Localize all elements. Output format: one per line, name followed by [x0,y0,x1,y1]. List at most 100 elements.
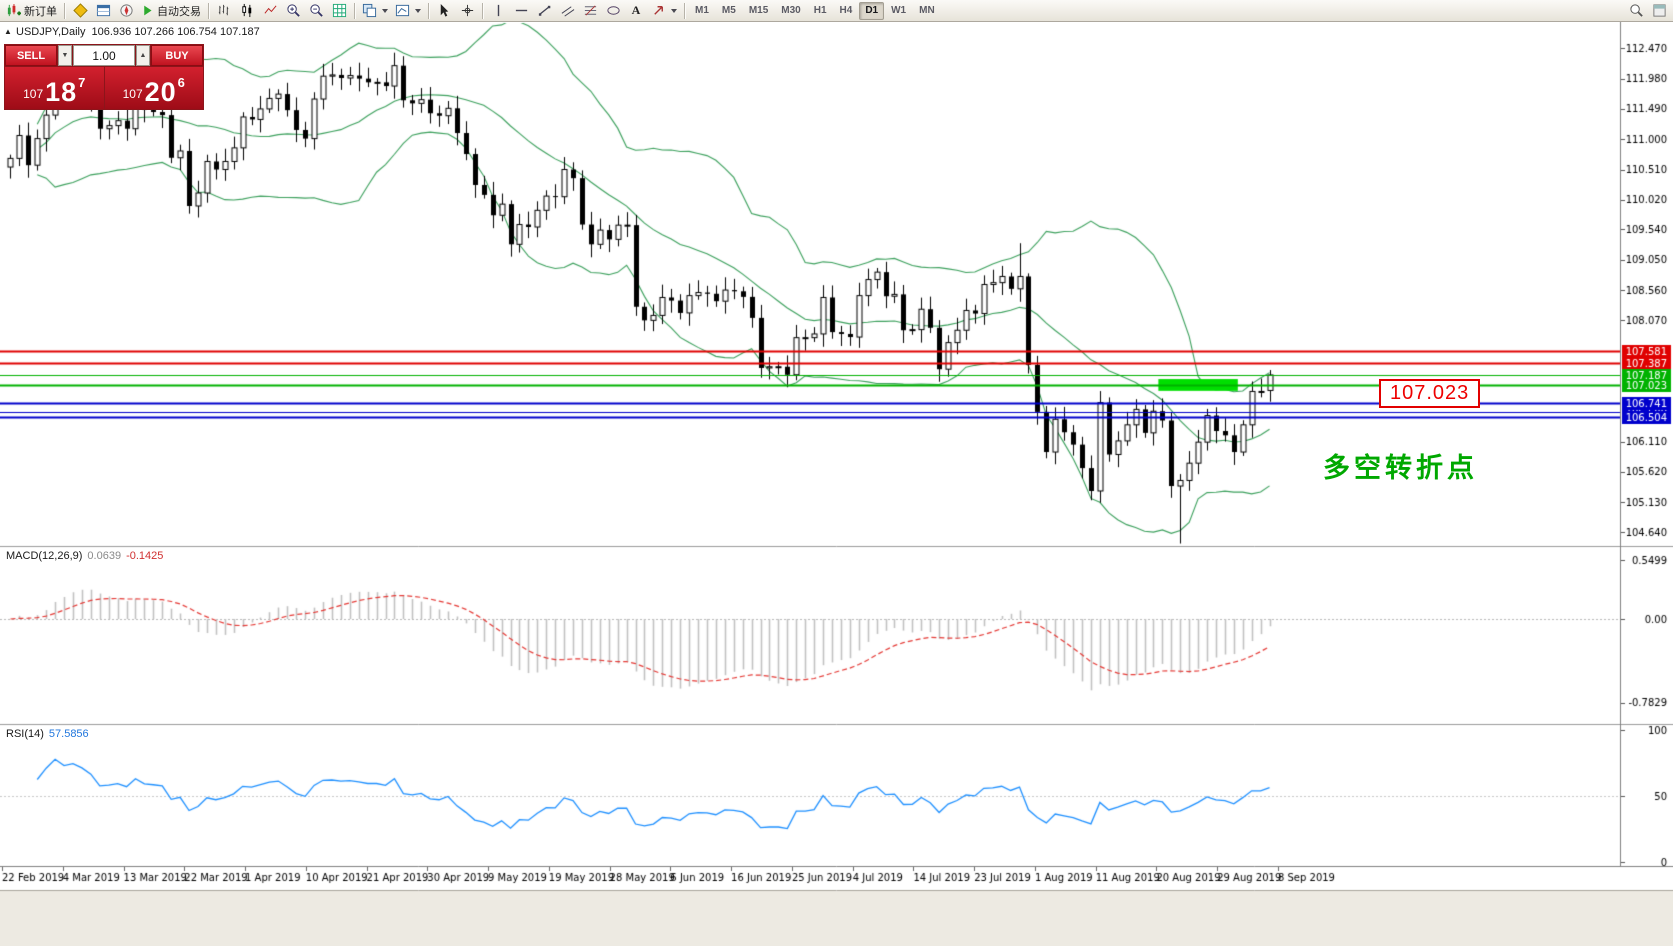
cursor-button[interactable] [433,1,455,21]
auto-trading-icon [144,5,152,16]
bar-chart-icon [218,4,228,16]
ask-price[interactable]: 107 20 6 [104,67,203,109]
candlestick-chart-icon [241,3,251,18]
zoom-in-button[interactable] [282,1,304,21]
toolbar-right-group [1625,1,1670,21]
auto-trading-label: 自动交易 [157,5,201,18]
equidistant-channel-icon [561,6,574,17]
macd-name: MACD(12,26,9) [6,550,83,562]
dropdown-caret-icon [415,8,421,13]
tile-windows-icon [362,3,377,18]
toolbar-separator [684,2,685,19]
new-order-icon [7,3,21,17]
ask-big-digits: 20 [144,77,177,107]
docking-button[interactable] [1648,1,1670,21]
rsi-value: 57.5856 [48,728,89,740]
shapes-button[interactable] [602,1,624,21]
market-watch-icon [72,3,88,18]
line-chart-button[interactable] [259,1,281,21]
fibonacci-button[interactable] [579,1,601,21]
arrows-button[interactable] [648,1,680,21]
timeframe-m15[interactable]: M15 [748,5,769,16]
collapse-one-click-arrow[interactable]: ▲ [4,27,12,36]
fibonacci-icon [584,5,596,16]
sell-button[interactable]: SELL [5,45,57,66]
tile-windows-button[interactable] [359,1,391,21]
timeframe-w1[interactable]: W1 [891,5,907,16]
volume-increase-button[interactable]: ▲ [136,45,150,66]
volume-input[interactable] [73,45,135,66]
timeframe-h4[interactable]: H4 [839,5,853,16]
ohlc-readout: 106.936 107.266 106.754 107.187 [91,26,260,38]
timeframe-d1[interactable]: D1 [859,1,885,20]
price-level-annotation-box[interactable]: 107.023 [1379,379,1481,408]
navigator-icon [119,4,133,17]
new-order-button[interactable]: 新订单 [3,1,60,21]
zoom-out-icon [309,4,323,17]
horizontal-line-icon [515,9,527,12]
search-icon [1629,4,1643,17]
indicators-list-icon [332,3,346,18]
bid-big-digits: 18 [45,77,78,107]
vertical-line-button[interactable] [487,1,509,21]
chart-symbol-period: USDJPY,Daily [16,26,86,38]
crosshair-button[interactable] [456,1,478,21]
bid-price[interactable]: 107 18 7 [5,67,104,109]
navigator-button[interactable] [115,1,137,21]
toolbar-separator [208,2,209,19]
timeframe-m1[interactable]: M1 [695,5,709,16]
search-button[interactable] [1625,1,1647,21]
candlestick-chart-button[interactable] [236,1,258,21]
timeframe-m30[interactable]: M30 [781,5,801,16]
buy-button[interactable]: BUY [151,45,203,66]
auto-trading-button[interactable]: 自动交易 [138,1,204,21]
docking-icon [1652,4,1666,17]
macd-indicator-label: MACD(12,26,9) 0.0639 -0.1425 [6,550,163,562]
bid-superscript: 7 [78,75,86,90]
turning-point-annotation[interactable]: 多空转折点 [1323,453,1478,483]
timeframe-m5[interactable]: M5 [721,5,736,16]
arrows-icon [654,6,663,15]
data-window-button[interactable] [92,1,114,21]
toolbar: 新订单 自动交易 A M1 M5 M15 M [0,0,1673,22]
rsi-name: RSI(14) [6,728,44,740]
dropdown-caret-icon [382,8,388,13]
bar-chart-button[interactable] [213,1,235,21]
text-tool-glyph: A [631,3,641,17]
toolbar-separator [428,2,429,19]
cursor-icon [440,3,448,17]
ask-prefix: 107 [122,87,143,101]
trendline-icon [538,5,550,16]
text-label-button[interactable]: A [625,1,647,21]
volume-decrease-button[interactable]: ▼ [58,45,72,66]
data-window-icon [96,4,110,17]
macd-signal-value: -0.1425 [126,550,164,562]
new-chart-icon [395,4,410,17]
line-chart-icon [264,5,276,14]
chart-title: USDJPY,Daily 106.936 107.266 106.754 107… [16,26,260,38]
rsi-indicator-label: RSI(14) 57.5856 [6,728,89,740]
shapes-icon [606,6,620,15]
trendline-button[interactable] [533,1,555,21]
timeframe-h1[interactable]: H1 [813,5,827,16]
timeframe-mn[interactable]: MN [919,5,935,16]
indicators-list-button[interactable] [328,1,350,21]
toolbar-separator [354,2,355,19]
market-watch-button[interactable] [69,1,91,21]
new-order-label: 新订单 [24,5,57,18]
dropdown-caret-icon [671,8,677,13]
equidistant-channel-button[interactable] [556,1,578,21]
macd-value: 0.0639 [87,550,122,562]
ask-superscript: 6 [177,75,185,90]
horizontal-line-button[interactable] [510,1,532,21]
new-chart-button[interactable] [392,1,424,21]
bid-prefix: 107 [23,87,44,101]
toolbar-separator [482,2,483,19]
vertical-line-icon [497,4,499,17]
zoom-out-button[interactable] [305,1,327,21]
crosshair-icon [461,4,473,17]
price-chart-canvas[interactable] [0,22,1673,946]
zoom-in-icon [286,4,300,17]
